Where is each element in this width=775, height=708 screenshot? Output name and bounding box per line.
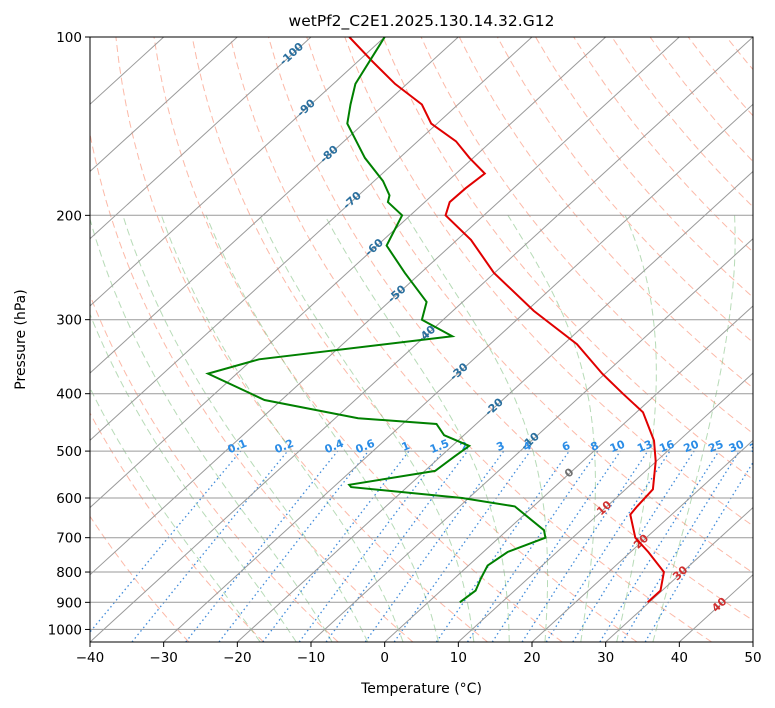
isotherm-line xyxy=(531,439,753,642)
mixing-ratio-label: 16 xyxy=(657,437,676,455)
isotherm-line xyxy=(90,37,238,173)
y-tick-label: 700 xyxy=(56,531,82,547)
moist-adiabat xyxy=(160,215,404,642)
y-tick-label: 100 xyxy=(56,30,82,46)
x-tick-label: 20 xyxy=(523,650,540,666)
y-tick-label: 1000 xyxy=(48,622,82,638)
moist-adiabat xyxy=(652,215,736,642)
mixing-ratio-line xyxy=(621,450,740,642)
isotherm-line xyxy=(752,641,753,642)
mixing-ratio-label: 8 xyxy=(589,439,601,454)
x-axis-ticks: −40 −30 −20 −10 0 10 20 30 40 50 xyxy=(76,642,762,666)
dry-adiabat xyxy=(458,37,753,389)
dry-adiabat xyxy=(90,293,339,642)
x-tick-label: 0 xyxy=(380,650,389,666)
mixing-ratio-line xyxy=(545,450,671,642)
moist-adiabat xyxy=(259,215,475,642)
mixing-ratio-label: 36 xyxy=(748,437,767,455)
x-tick-label: −30 xyxy=(149,650,178,666)
x-tick-label: −40 xyxy=(76,650,105,666)
mixing-ratio-label: 10 xyxy=(608,437,627,455)
y-tick-label: 900 xyxy=(56,595,82,611)
mixing-ratio-label: 3 xyxy=(495,439,507,454)
mixing-ratio-line xyxy=(572,450,695,642)
x-tick-label: 40 xyxy=(671,650,688,666)
mixing-ratio-line xyxy=(599,450,720,642)
x-tick-label: −10 xyxy=(297,650,326,666)
isotherm-line xyxy=(90,37,680,576)
y-tick-label: 600 xyxy=(56,491,82,507)
isotherm-line xyxy=(90,37,312,240)
y-tick-label: 800 xyxy=(56,565,82,581)
y-axis-ticks: 100 200 300 400 500 600 700 800 900 1000 xyxy=(48,30,90,638)
x-tick-label: 30 xyxy=(597,650,614,666)
dewpoint-profile xyxy=(205,37,547,604)
y-axis-label: Pressure (hPa) xyxy=(13,289,29,389)
x-tick-label: 50 xyxy=(744,650,761,666)
dry-adiabat xyxy=(153,37,563,642)
moist-adiabat xyxy=(405,215,549,642)
mixing-ratio-line xyxy=(521,450,649,642)
isotherm-line xyxy=(90,37,607,509)
moist-adiabat xyxy=(90,387,261,642)
x-axis-label: Temperature (°C) xyxy=(360,681,482,697)
dry-adiabat xyxy=(765,37,775,642)
isotherm-line xyxy=(236,170,753,642)
y-tick-label: 500 xyxy=(56,444,82,460)
dry-adiabat xyxy=(420,37,753,435)
moist-adiabat xyxy=(90,313,297,642)
isotherm-line xyxy=(90,37,533,442)
chart-title: wetPf2_C2E1.2025.130.14.32.G12 xyxy=(289,12,555,31)
profiles xyxy=(205,37,665,604)
background-lines xyxy=(90,37,775,642)
y-tick-label: 400 xyxy=(56,387,82,403)
isotherm-line xyxy=(384,305,753,642)
isotherm-line xyxy=(90,37,459,374)
mixing-ratio-line xyxy=(393,450,531,642)
mixing-ratio-label: 1 xyxy=(400,439,412,454)
moist-adiabat xyxy=(90,217,333,642)
mixing-ratio-line xyxy=(185,450,339,642)
dry-adiabat xyxy=(268,37,753,622)
y-tick-label: 200 xyxy=(56,208,82,224)
mixing-ratio-label: 30 xyxy=(727,437,746,455)
moist-adiabat xyxy=(205,215,439,642)
mixing-ratio-label: 13 xyxy=(635,438,654,456)
dry-adiabat xyxy=(229,37,712,642)
moist-adiabat xyxy=(507,215,596,642)
mixing-ratio-label: 25 xyxy=(706,438,725,456)
dry-adiabat xyxy=(115,37,488,642)
dry-adiabat xyxy=(496,37,753,344)
dry-adiabat xyxy=(191,37,638,642)
isotherm-line xyxy=(605,506,753,642)
dry-adiabat xyxy=(90,412,264,642)
mixing-ratio-line xyxy=(466,450,599,642)
mixing-ratio-line xyxy=(491,450,621,642)
x-tick-label: 10 xyxy=(450,650,467,666)
mixing-ratio-label: 20 xyxy=(682,437,701,455)
moist-adiabat xyxy=(122,215,369,642)
plot-frame xyxy=(89,36,754,643)
y-tick-label: 300 xyxy=(56,313,82,329)
dry-adiabat xyxy=(306,37,753,574)
temperature-profile xyxy=(348,37,665,604)
mixing-ratio-label: 2 xyxy=(458,439,470,454)
isotherm-line xyxy=(310,237,753,642)
isotherm-line xyxy=(90,37,386,307)
dry-adiabat xyxy=(90,515,190,642)
mixing-ratio-line xyxy=(262,450,410,642)
dry-adiabat xyxy=(382,37,753,481)
isotherm-line xyxy=(457,372,753,642)
isotherm-line xyxy=(163,103,753,642)
x-tick-label: −20 xyxy=(223,650,252,666)
moist-adiabat xyxy=(324,215,510,642)
